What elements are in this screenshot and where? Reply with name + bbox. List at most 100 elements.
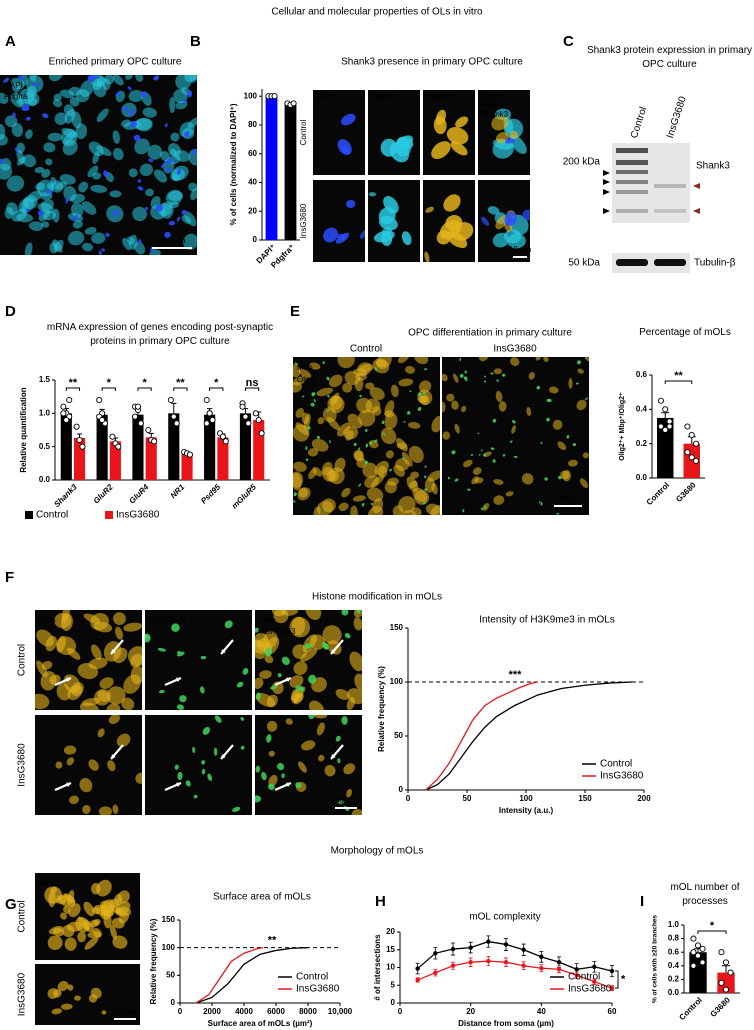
blot-membrane (612, 253, 690, 273)
arrow-head (286, 782, 291, 787)
data-point (657, 423, 664, 430)
cell-blob (4, 207, 14, 219)
cell-blob (341, 610, 349, 616)
bar (239, 413, 252, 480)
cell-blob (327, 409, 330, 412)
y-tick-label: 0.0 (39, 475, 51, 484)
cell-blob (81, 201, 97, 215)
micrograph (255, 610, 362, 710)
y-axis-label: Relative quantification (19, 387, 28, 472)
image-label: Olig2 (297, 375, 316, 384)
series-line (425, 681, 633, 791)
cell-blob (164, 123, 168, 128)
marker-label: 200 kDa (563, 157, 601, 168)
panel-letter: I (640, 893, 644, 910)
cell-blob (293, 375, 307, 386)
image-label: Shank3 (426, 92, 454, 101)
cell-blob (379, 216, 398, 231)
cell-blob (176, 704, 184, 710)
cell-blob (304, 643, 313, 649)
cell-blob (427, 470, 440, 482)
data-point (131, 413, 139, 420)
arrow-head (176, 782, 181, 787)
cell-blob (349, 651, 362, 672)
cell-blob (202, 726, 211, 735)
cell-blob (493, 368, 502, 375)
western-blot (603, 143, 700, 273)
cell-blob (417, 395, 428, 403)
cell-blob (505, 217, 513, 226)
cell-blob (295, 408, 304, 418)
cell-blob (572, 443, 577, 447)
cell-blob (130, 653, 142, 668)
cell-blob (388, 468, 392, 472)
cell-blob (37, 210, 43, 217)
y-tick-label: 0.6 (636, 370, 648, 379)
cell-blob (69, 795, 79, 805)
cell-blob (535, 357, 541, 361)
cell-blob (98, 250, 102, 255)
significance-bracket (137, 387, 152, 391)
cell-blob (268, 774, 278, 787)
cell-blob (424, 488, 428, 491)
data-point (666, 418, 673, 425)
cell-blob (148, 158, 154, 163)
cell-blob (173, 89, 188, 104)
cell-blob (88, 657, 108, 670)
cell-blob (14, 92, 23, 107)
arrow-head (176, 677, 181, 682)
cell-blob (322, 625, 342, 645)
cell-blob (200, 655, 207, 660)
cell-blob (285, 718, 293, 725)
cell-blob (353, 617, 362, 631)
cell-blob (11, 208, 28, 222)
cell-blob (495, 215, 508, 230)
cell-blob (327, 395, 330, 398)
bar (132, 414, 144, 480)
data-point (688, 454, 695, 461)
cell-blob (88, 994, 98, 1003)
image-label: Mbp (260, 616, 276, 625)
cell-blob (101, 248, 105, 252)
cell-blob (21, 75, 28, 86)
cell-blob (106, 686, 126, 705)
cell-blob (128, 89, 144, 102)
micrograph-bg (145, 715, 252, 815)
cell-blob (166, 168, 172, 172)
y-tick-label: 0 (253, 235, 258, 244)
y-tick-label: 0.6 (668, 947, 680, 956)
x-tick-label: 20 (466, 1007, 475, 1016)
micrograph (368, 90, 420, 175)
cell-blob (442, 431, 451, 440)
arrow-head (66, 677, 71, 682)
panel-title: Enriched primary OPC culture (49, 57, 182, 68)
y-tick-label: 1.0 (39, 408, 51, 417)
x-tick-label: 0 (398, 1007, 403, 1016)
cell-blob (176, 168, 182, 175)
arrow-head (111, 649, 116, 654)
bar (96, 414, 108, 480)
cell-blob (201, 760, 206, 765)
cell-blob (540, 502, 543, 506)
cell-blob (337, 139, 352, 155)
cell-blob (11, 122, 24, 137)
cell-blob (308, 715, 315, 720)
cell-blob (487, 206, 500, 215)
cell-blob (240, 716, 245, 721)
cell-blob (52, 99, 63, 108)
cell-blob (362, 462, 378, 478)
significance-bracket (664, 380, 693, 384)
panel-letter: E (290, 303, 300, 320)
cell-blob (70, 682, 84, 696)
cell-blob (43, 142, 56, 153)
cell-blob (450, 141, 468, 156)
cell-blob (192, 746, 196, 754)
arrowhead (603, 179, 610, 185)
cell-blob (4, 115, 18, 128)
panel-letter: A (5, 33, 16, 50)
cell-blob (567, 459, 578, 467)
cell-blob (261, 771, 267, 781)
cell-blob (193, 794, 198, 799)
cell-blob (410, 471, 420, 479)
cell-blob (312, 466, 323, 477)
